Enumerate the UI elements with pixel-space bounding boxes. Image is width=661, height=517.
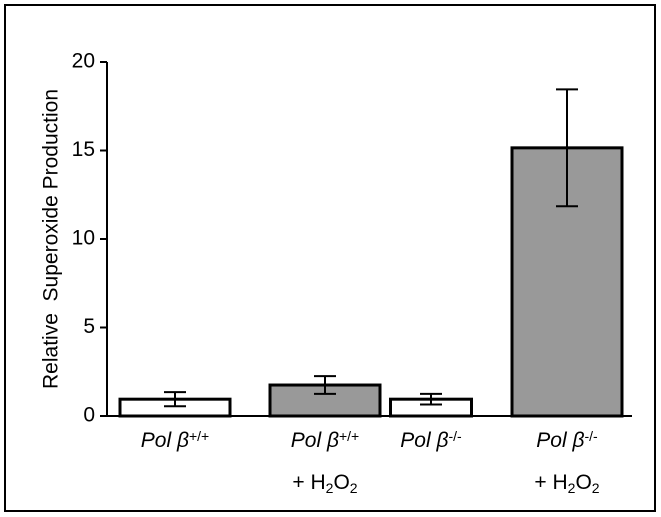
- label-part: -/-: [448, 428, 462, 444]
- label-part: Pol β: [400, 429, 448, 452]
- error-bar: [556, 88, 578, 208]
- label-part: 2: [592, 480, 600, 496]
- error-bar: [420, 392, 442, 406]
- x-tick-label: + H2O2: [534, 471, 599, 496]
- label-part: +/+: [189, 428, 209, 444]
- x-tick-label: Pol β-/-: [400, 428, 462, 452]
- label-part: Pol β: [291, 429, 339, 452]
- label-part: +/+: [339, 428, 359, 444]
- error-bar: [164, 391, 186, 408]
- x-tick-label: Pol β+/+: [141, 428, 209, 452]
- label-part: + H: [534, 471, 567, 494]
- error-bar: [314, 375, 336, 395]
- y-tick-label: 5: [83, 315, 95, 338]
- label-part: 2: [350, 480, 358, 496]
- frame: [4, 4, 656, 512]
- y-tick-label: 15: [72, 138, 95, 161]
- label-part: Pol β: [536, 429, 584, 452]
- label-part: Pol β: [141, 429, 189, 452]
- y-tick-label: 20: [72, 50, 95, 73]
- label-part: + H: [292, 471, 325, 494]
- x-tick-label: Pol β+/+: [291, 428, 359, 452]
- x-tick-label: + H2O2: [292, 471, 357, 496]
- y-tick-label: 10: [72, 227, 95, 250]
- x-tick-label: Pol β-/-: [536, 428, 598, 452]
- label-part: 2: [568, 480, 576, 496]
- label-part: O: [333, 471, 349, 494]
- label-part: O: [575, 471, 591, 494]
- y-tick-label: 0: [83, 404, 95, 427]
- label-part: -/-: [584, 428, 598, 444]
- y-axis-label: Relative Superoxide Production: [40, 89, 63, 389]
- label-part: 2: [326, 480, 334, 496]
